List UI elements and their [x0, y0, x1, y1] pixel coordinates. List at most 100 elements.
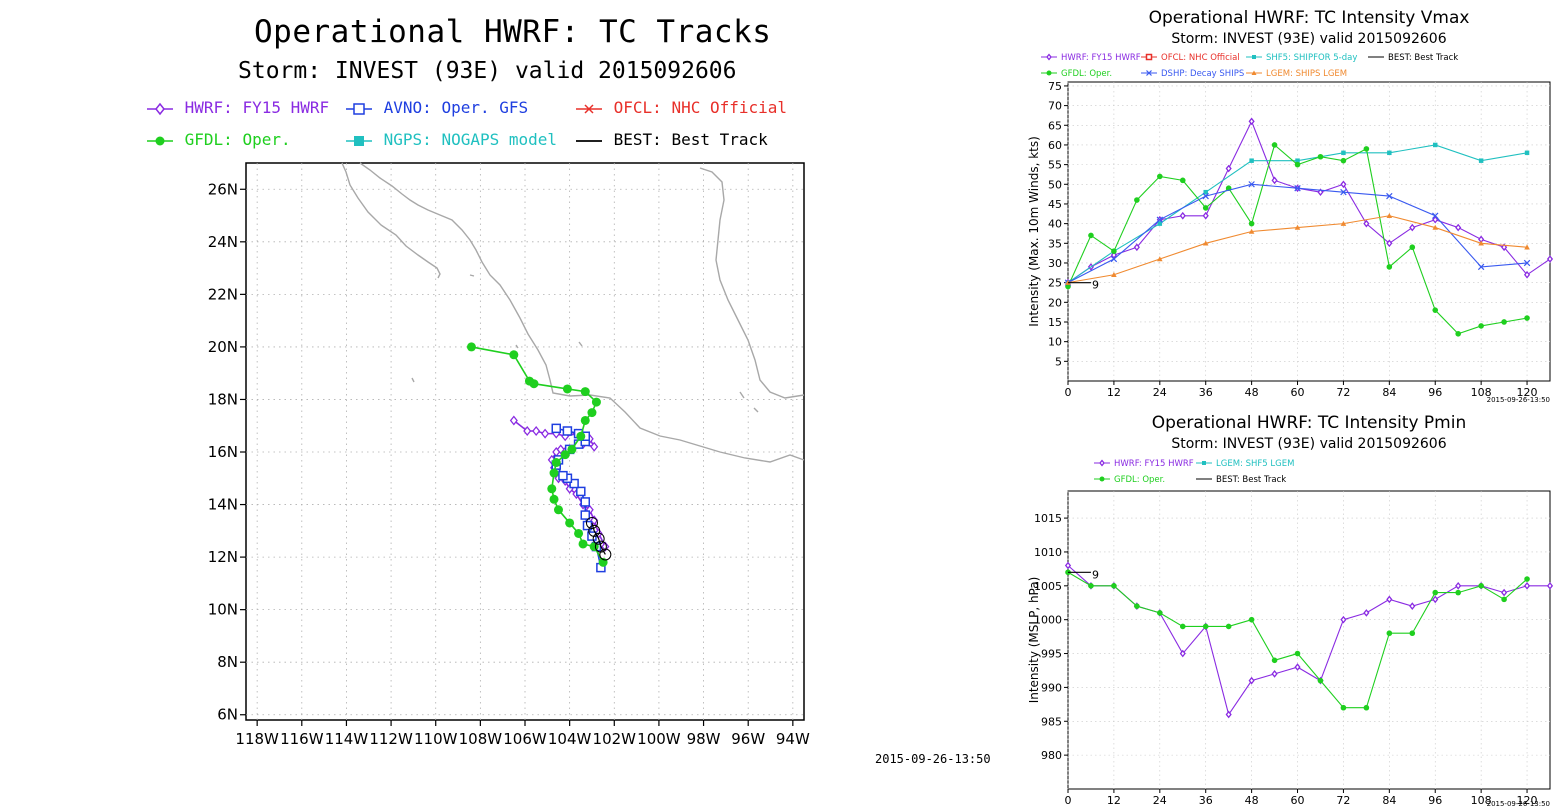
- y-tick-label: 55: [1048, 159, 1062, 172]
- x-tick-label: 108: [1471, 386, 1492, 399]
- map-axis-ticks: 118W 116W 114W 112W 110W 108W 106W 104W 102W 100W…: [208, 180, 810, 748]
- track-point-gfdl: [560, 450, 570, 460]
- series-point-hwrf: [1225, 710, 1232, 719]
- y-tick-label: 995: [1041, 648, 1062, 661]
- lon-tick-label: 116W: [280, 730, 324, 748]
- series-point-gfdl: [1501, 319, 1507, 325]
- x-tick-label: 0: [1065, 794, 1072, 807]
- series-point-gfdl: [1065, 283, 1071, 290]
- legend-marker-ngps: [346, 135, 372, 146]
- best-track-marker: 9: [1092, 279, 1099, 292]
- series-point-gfdl: [1524, 576, 1530, 582]
- legend-entry-best: BEST: Best Track: [574, 130, 768, 151]
- y-tick-label: 15: [1048, 316, 1062, 329]
- track-point-gfdl: [565, 518, 575, 528]
- y-tick-label: 980: [1041, 749, 1062, 762]
- series-point-gfdl: [1409, 630, 1416, 637]
- y-tick-label: 50: [1048, 178, 1062, 191]
- y-axis-label: Intensity (Max. 10m Winds, kts): [1027, 136, 1041, 327]
- x-tick-label: 108: [1471, 794, 1492, 807]
- series-point-hwrf: [1363, 219, 1370, 228]
- legend-label-ofcl: OFCL: NHC Official: [613, 98, 788, 117]
- x-tick-label: 36: [1199, 794, 1213, 807]
- legend-label-hwrf: HWRF: FY15 HWRF: [184, 98, 330, 117]
- series-point-hwrf: [1523, 270, 1531, 279]
- track-timestamp: 2015-09-26-13:50: [875, 752, 991, 766]
- legend-label: DSHP: Decay SHIPS: [1161, 69, 1244, 79]
- legend-marker-ofcl: [576, 103, 602, 114]
- track-point-gfdl: [574, 528, 584, 538]
- legend-entry: OFCL: NHC Official: [1141, 53, 1240, 63]
- series-point-gfdl: [1432, 307, 1439, 313]
- legend-entry: HWRF: FY15 HWRF: [1041, 53, 1141, 63]
- y-tick-label: 5: [1055, 355, 1062, 368]
- series-point-lgem: [1202, 240, 1209, 246]
- track-point-avno: [569, 478, 579, 489]
- legend-entry-ngps: NGPS: NOGAPS model: [344, 130, 557, 151]
- y-tick-label: 1010: [1034, 546, 1062, 559]
- legend-marker-gfdl: [147, 136, 173, 145]
- legend-label: HWRF: FY15 HWRF: [1114, 459, 1194, 469]
- best-track-symbol: [594, 540, 607, 553]
- x-tick-label: 24: [1153, 386, 1167, 399]
- plot-frame: [1067, 490, 1551, 790]
- series-point-dshp: [1523, 259, 1531, 267]
- x-tick-label: 120: [1517, 794, 1538, 807]
- y-tick-label: 1015: [1034, 512, 1062, 525]
- series-point-hwrf: [1248, 117, 1255, 126]
- x-tick-label: 12: [1107, 794, 1121, 807]
- track-point-hwrf: [532, 425, 541, 437]
- legend-entry: LGEM: SHF5 LGEM: [1196, 459, 1294, 469]
- series-point-gfdl: [1294, 161, 1301, 168]
- legend-marker-best: [576, 139, 602, 142]
- series-point-gfdl: [1088, 232, 1094, 239]
- series-point-gfdl: [1455, 589, 1461, 596]
- chart-title: Operational HWRF: TC Intensity Pmin: [1152, 413, 1467, 433]
- chart-subtitle: Storm: INVEST (93E) valid 2015092606: [1171, 31, 1446, 47]
- track-point-gfdl: [580, 387, 590, 397]
- series-point-gfdl: [1455, 330, 1461, 337]
- lon-tick-label: 94W: [776, 730, 810, 748]
- series-point-gfdl: [1225, 623, 1232, 630]
- legend-label: GFDL: Oper.: [1114, 475, 1165, 485]
- legend-marker: [1145, 53, 1153, 61]
- legend-label: SHF5: SHIPFOR 5-day: [1266, 53, 1357, 63]
- series-point-hwrf: [1064, 561, 1072, 570]
- y-tick-label: 20: [1048, 296, 1062, 309]
- series-point-lgem: [1340, 220, 1347, 226]
- y-axis-label: Intensity (MSLP, hPa): [1027, 577, 1041, 704]
- x-tick-label: 48: [1245, 386, 1259, 399]
- series-point-gfdl: [1248, 220, 1255, 227]
- track-point-gfdl: [551, 458, 561, 468]
- series-point-hwrf: [1363, 609, 1370, 617]
- track-point-hwrf: [541, 428, 550, 439]
- track-subtitle: Storm: INVEST (93E) valid 2015092606: [238, 58, 737, 84]
- series-point-hwrf: [1455, 581, 1462, 590]
- series-point-gfdl: [1248, 616, 1255, 623]
- lon-tick-label: 112W: [369, 730, 413, 748]
- series-point-shf5: [1478, 158, 1484, 163]
- legend-entry-gfdl: GFDL: Oper.: [145, 130, 291, 151]
- series-point-hwrf: [1523, 581, 1531, 590]
- series-point-shf5: [1524, 150, 1530, 156]
- series-point-gfdl: [1179, 623, 1186, 630]
- series-point-gfdl: [1134, 603, 1140, 609]
- series-point-hwrf: [1340, 615, 1347, 624]
- x-tick-label: 36: [1199, 386, 1213, 399]
- series-point-gfdl: [1363, 704, 1370, 711]
- lat-tick-label: 26N: [208, 180, 238, 198]
- series-point-lgem: [1111, 271, 1117, 278]
- series-point-gfdl: [1111, 248, 1117, 254]
- series-point-hwrf: [1386, 595, 1393, 604]
- series-point-gfdl: [1501, 596, 1507, 603]
- legend-marker: [1146, 70, 1152, 76]
- series-point-lgem: [1157, 256, 1163, 262]
- track-title: Operational HWRF: TC Tracks: [254, 14, 772, 50]
- series-point-gfdl: [1524, 315, 1530, 321]
- series-point-hwrf: [1225, 164, 1232, 173]
- legend-entry: LGEM: SHIPS LGEM: [1246, 69, 1347, 79]
- series-point-hwrf: [1248, 676, 1255, 685]
- y-tick-label: 35: [1048, 237, 1062, 250]
- map-tracks: [466, 342, 612, 573]
